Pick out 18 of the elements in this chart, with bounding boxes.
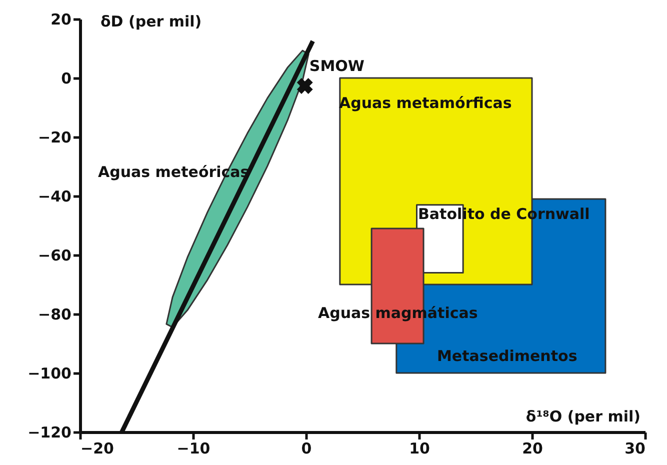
- y-tick-label: −20: [38, 128, 72, 146]
- x-tick-label: 20: [522, 440, 543, 458]
- annotation: SMOW: [309, 57, 365, 76]
- x-axis-title: δ¹⁸O (per mil): [526, 408, 640, 426]
- y-tick-label: 20: [50, 10, 72, 28]
- y-axis-title: δD (per mil): [100, 12, 202, 30]
- y-tick-label: −80: [38, 306, 72, 324]
- x-tick-label: 10: [409, 440, 430, 458]
- x-tick-label: 30: [624, 440, 646, 458]
- x-tick-label: −10: [176, 440, 210, 458]
- y-tick-label: −120: [28, 424, 72, 442]
- annotation: Metasedimentos: [437, 347, 578, 365]
- y-tick-label: −60: [38, 246, 72, 264]
- x-tick-label: −20: [80, 440, 114, 458]
- y-tick-label: −40: [38, 188, 72, 206]
- y-tick-label: −100: [28, 364, 72, 382]
- y-tick-label: 0: [61, 70, 72, 88]
- x-tick-label: 0: [301, 440, 312, 458]
